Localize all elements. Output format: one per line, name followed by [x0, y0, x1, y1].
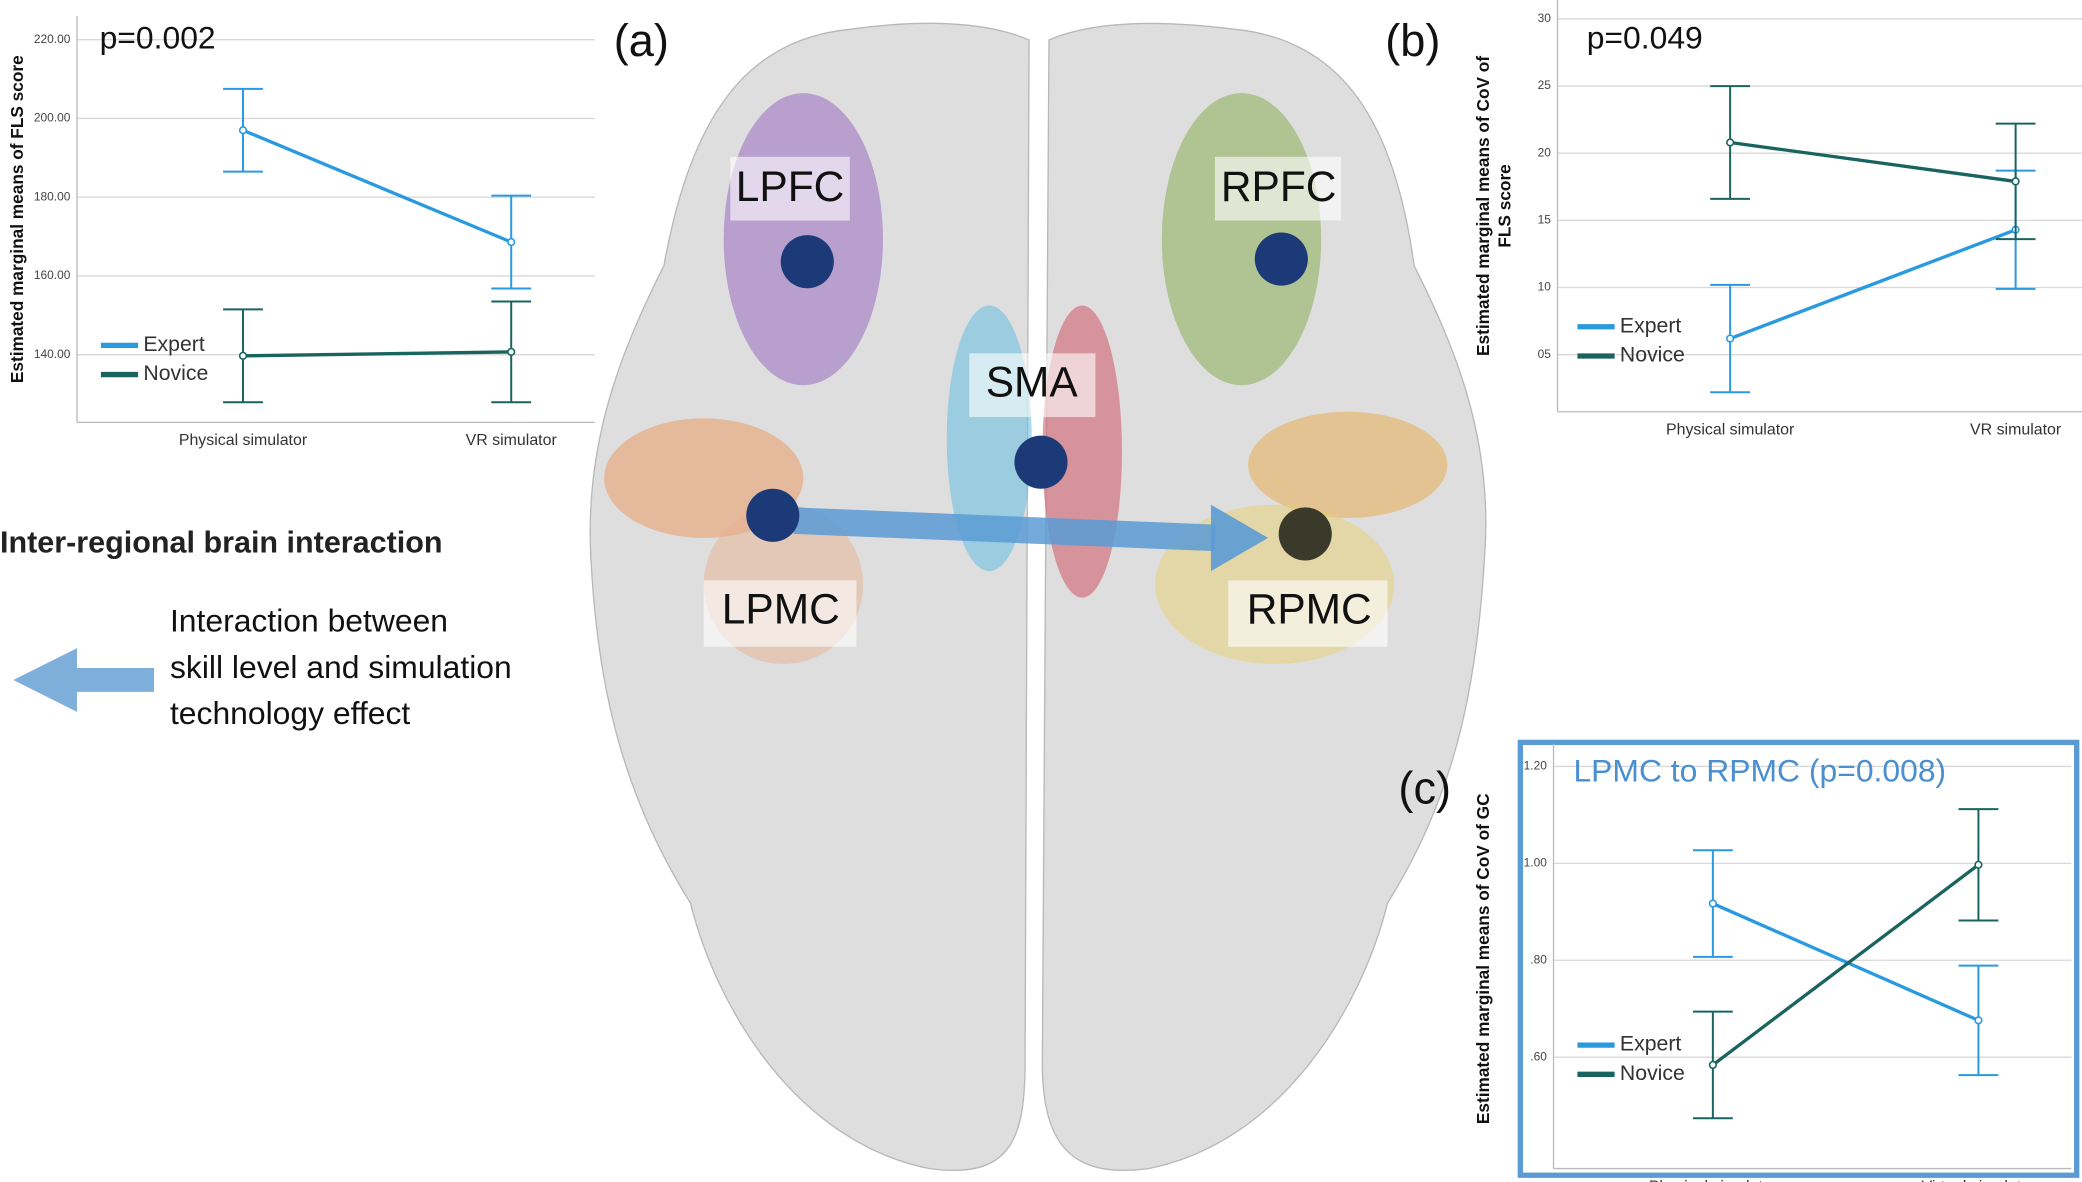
- x-tick-label: Physical simulator: [179, 432, 308, 449]
- panel-label: (a): [614, 15, 669, 66]
- side-text: Interaction between: [170, 602, 448, 638]
- y-tick-label: 1.20: [1524, 759, 1548, 773]
- y-tick-label: 10: [1538, 280, 1552, 294]
- side-arrow: [13, 648, 155, 712]
- y-tick-label: .80: [1530, 952, 1547, 966]
- region-label: LPFC: [736, 164, 845, 211]
- point: [1726, 138, 1735, 147]
- legend-label: Expert: [1620, 313, 1681, 337]
- region-label: RPFC: [1221, 164, 1337, 211]
- node: [780, 235, 834, 289]
- y-tick-label: 160.00: [34, 268, 71, 282]
- arrow-head: [1210, 504, 1269, 572]
- y-axis-label: Estimated marginal means of CoV of GC: [1473, 793, 1493, 1124]
- y-tick-label: 140.00: [34, 347, 71, 361]
- series-line: [1729, 228, 2017, 341]
- y-tick-label: 25: [1538, 78, 1552, 92]
- y-tick-label: 15: [1538, 213, 1552, 227]
- x-tick-label: Physical simulator: [1649, 1178, 1778, 1182]
- legend-label: Novice: [1620, 1061, 1685, 1085]
- side-text: technology effect: [170, 695, 410, 731]
- y-tick-label: 20: [1538, 145, 1552, 159]
- point: [1974, 860, 1983, 869]
- point: [507, 237, 516, 247]
- y-axis-label: FLS score: [1494, 164, 1514, 247]
- legend-label: Novice: [1620, 343, 1685, 367]
- region-label: SMA: [986, 359, 1079, 406]
- x-tick-label: VR simulator: [466, 432, 558, 449]
- y-tick-label: 200.00: [34, 111, 71, 125]
- point: [1708, 899, 1717, 908]
- y-axis-label: Estimated marginal means of CoV of: [1473, 56, 1493, 356]
- series-line: [1711, 863, 1980, 1067]
- y-tick-label: 30: [1538, 11, 1552, 25]
- side-title: Inter-regional brain interaction: [0, 526, 443, 560]
- series-line: [1729, 140, 2016, 184]
- point: [238, 126, 248, 135]
- rpmc-region: [1248, 411, 1448, 518]
- point: [1726, 334, 1735, 343]
- point: [507, 347, 516, 357]
- y-axis-label: Estimated marginal means of FLS score: [7, 55, 27, 383]
- label-bg: [703, 580, 857, 647]
- panel-label: (c): [1398, 762, 1451, 813]
- label-bg: [1228, 580, 1388, 647]
- chart-note: LPMC to RPMC (p=0.008): [1573, 752, 1946, 788]
- node: [1254, 232, 1308, 286]
- side-text: skill level and simulation: [170, 649, 512, 685]
- point: [238, 351, 248, 360]
- node: [1014, 435, 1068, 489]
- panel-label: (b): [1385, 15, 1440, 66]
- highlight-box: [1517, 739, 2080, 1178]
- y-tick-label: 05: [1538, 347, 1552, 361]
- chart-note: p=0.049: [1587, 19, 1703, 55]
- y-tick-label: 220.00: [34, 32, 71, 46]
- point: [1974, 1016, 1983, 1025]
- point: [2011, 177, 2020, 186]
- x-tick-label: Physical simulator: [1666, 422, 1795, 439]
- x-tick-label: VR simulator: [1970, 422, 2062, 439]
- series-line: [242, 128, 512, 244]
- connection-arrow: [793, 507, 1216, 552]
- region-label: RPMC: [1247, 586, 1372, 633]
- legend-label: Novice: [143, 361, 208, 385]
- legend-label: Expert: [143, 332, 204, 356]
- region-label: LPMC: [722, 586, 840, 633]
- label-bg: [1214, 156, 1342, 221]
- label-bg: [730, 156, 850, 221]
- label-bg: [969, 353, 1096, 418]
- node: [1278, 507, 1332, 561]
- x-tick-label: Virtual simulator: [1922, 1178, 2037, 1182]
- y-tick-label: 180.00: [34, 189, 71, 203]
- point: [1708, 1060, 1717, 1070]
- legend-label: Expert: [1620, 1032, 1681, 1056]
- node: [746, 488, 800, 542]
- y-tick-label: 1.00: [1524, 856, 1548, 870]
- brain: LPFC RPFC SMA LPMC RPMC: [589, 22, 1487, 1171]
- series-line: [242, 350, 512, 358]
- chart-note: p=0.002: [100, 19, 216, 55]
- series-line: [1712, 902, 1980, 1022]
- y-tick-label: .60: [1530, 1049, 1547, 1063]
